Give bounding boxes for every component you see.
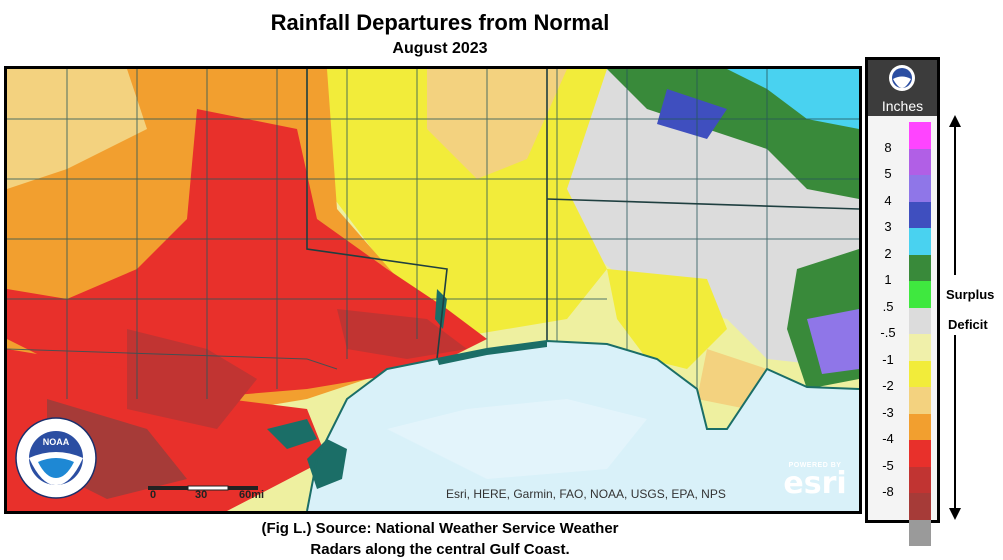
figure-caption: (Fig L.) Source: National Weather Servic… [0, 518, 880, 560]
noaa-small-icon [888, 64, 916, 97]
legend-tick: 1 [884, 272, 892, 287]
noaa-logo: NOAA [14, 416, 98, 505]
legend-tick: 4 [884, 193, 892, 208]
legend-unit: Inches [881, 98, 924, 114]
surplus-deficit-arrow [945, 115, 968, 520]
scale-label-60: 60mi [239, 489, 265, 501]
esri-logo: POWERED BY esri [780, 462, 850, 502]
legend-swatch [909, 254, 931, 281]
legend-tick: -1 [882, 352, 894, 367]
deficit-label: Deficit [948, 317, 988, 332]
legend-color-bar [909, 122, 931, 546]
legend-swatch [909, 440, 931, 467]
scale-bar [140, 481, 270, 503]
surplus-label: Surplus [946, 287, 995, 302]
svg-text:NOAA: NOAA [43, 437, 70, 447]
legend-tick: -4 [882, 431, 894, 446]
legend-tick: -2 [882, 378, 894, 393]
legend-swatch [909, 148, 931, 175]
legend-swatch [909, 228, 931, 255]
map-canvas [7, 69, 859, 511]
legend-swatch [909, 360, 931, 387]
map-subtitle: August 2023 [392, 40, 488, 57]
legend-swatch [909, 519, 931, 546]
legend-swatch [909, 307, 931, 334]
legend-tick: 5 [884, 166, 892, 181]
legend-swatch [909, 334, 931, 361]
scale-label-30: 30 [195, 489, 208, 501]
rainfall-map[interactable] [4, 66, 862, 514]
legend-tick: .5 [882, 299, 894, 314]
legend-tick: -.5 [880, 325, 896, 340]
legend-tick: 2 [884, 246, 892, 261]
legend-tick: -5 [882, 458, 894, 473]
legend-swatch [909, 466, 931, 493]
legend-tick-labels: 8 5 4 3 2 1 .5 -.5 -1 -2 -3 -4 -5 -8 [868, 116, 910, 520]
legend-swatch [909, 281, 931, 308]
rainfall-legend: Inches 8 5 4 3 2 1 .5 -.5 -1 -2 -3 -4 -5… [865, 57, 940, 546]
map-title: Rainfall Departures from Normal [270, 10, 610, 35]
legend-swatch [909, 175, 931, 202]
legend-swatch [909, 413, 931, 440]
caption-line-1: (Fig L.) Source: National Weather Servic… [261, 520, 619, 537]
legend-swatch [909, 122, 931, 149]
legend-tick: -8 [882, 484, 894, 499]
legend-swatch [909, 387, 931, 414]
legend-tick: 3 [884, 219, 892, 234]
legend-header: Inches [868, 60, 937, 116]
caption-line-2: Radars along the central Gulf Coast. [310, 541, 570, 558]
legend-swatch [909, 201, 931, 228]
scale-label-0: 0 [150, 489, 157, 501]
esri-name: esri [783, 466, 847, 501]
esri-powered-text: POWERED BY [788, 462, 842, 469]
map-attribution[interactable]: Esri, HERE, Garmin, FAO, NOAA, USGS, EPA… [446, 487, 726, 501]
legend-tick: 8 [884, 140, 892, 155]
legend-swatch [909, 493, 931, 520]
legend-tick: -3 [882, 405, 894, 420]
